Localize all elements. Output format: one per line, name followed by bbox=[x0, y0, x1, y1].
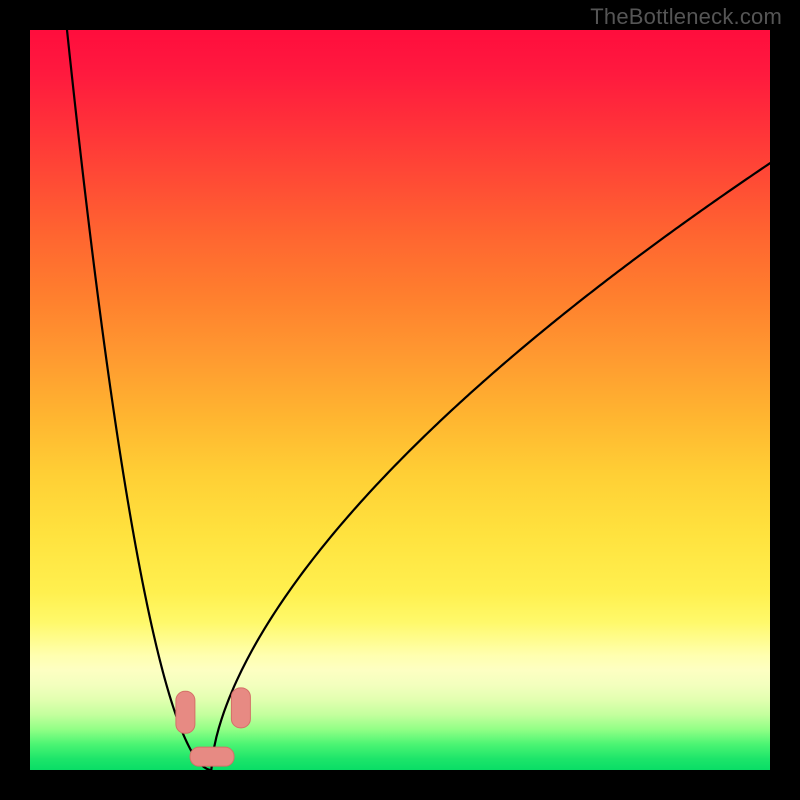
chart-container: TheBottleneck.com bbox=[0, 0, 800, 800]
marker-left-marker bbox=[176, 691, 195, 733]
bottleneck-chart bbox=[0, 0, 800, 800]
marker-right-marker bbox=[231, 688, 250, 728]
plot-area bbox=[30, 30, 770, 770]
marker-bottom-marker bbox=[190, 747, 234, 766]
watermark-text: TheBottleneck.com bbox=[590, 4, 782, 30]
